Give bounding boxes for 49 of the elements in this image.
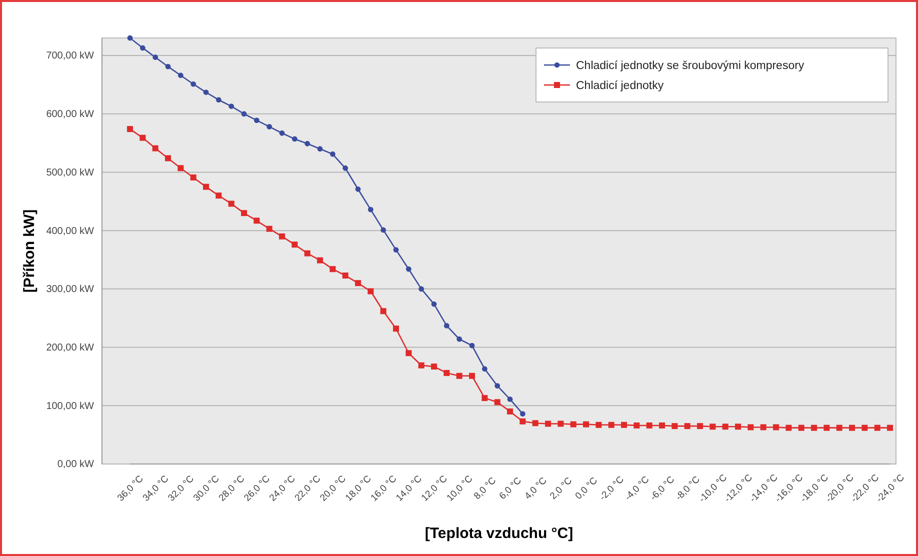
point — [406, 266, 412, 272]
point — [178, 72, 184, 78]
point — [203, 90, 209, 95]
point — [292, 136, 298, 142]
point — [482, 366, 488, 372]
y-axis-title: [Příkon kW] — [21, 209, 38, 293]
x-tick-label: 8,0 °C — [472, 475, 499, 502]
y-tick-label: 0,00 kW — [57, 459, 95, 470]
y-tick-label: 200,00 kW — [46, 342, 95, 354]
y-tick-label: 500,00 kW — [46, 167, 95, 178]
point — [469, 342, 475, 348]
y-tick-label: 400,00 kW — [46, 226, 95, 237]
y-tick-label: 700,00 kW — [46, 50, 95, 62]
point — [241, 111, 247, 117]
legend-label: Chladicí jednotky — [576, 80, 664, 92]
legend-label: Chladicí jednotky se šroubovými kompresory — [576, 60, 804, 72]
point — [304, 140, 310, 146]
x-tick-label: 4,0 °C — [522, 475, 550, 502]
point — [444, 322, 450, 328]
point — [279, 130, 285, 136]
x-axis-title: [Teplota vzduchu °C] — [424, 525, 574, 542]
point — [418, 286, 424, 292]
point — [368, 206, 374, 212]
point — [152, 54, 158, 60]
point — [165, 64, 171, 70]
y-tick-label: 300,00 kW — [46, 284, 95, 296]
point — [140, 45, 146, 51]
point — [494, 383, 500, 389]
point — [355, 186, 361, 192]
point — [431, 301, 437, 307]
point — [393, 247, 399, 253]
point — [266, 124, 272, 130]
point — [216, 97, 222, 103]
point — [228, 104, 234, 109]
point — [127, 35, 133, 41]
point — [380, 227, 386, 233]
point — [520, 411, 526, 417]
point — [342, 165, 348, 171]
x-tick-label: 6,0 °C — [497, 475, 524, 502]
point — [330, 151, 336, 157]
point — [254, 118, 260, 123]
x-tick-label: 0,0 °C — [573, 475, 600, 502]
y-tick-label: 600,00 kW — [46, 109, 95, 120]
point — [456, 336, 462, 342]
point — [507, 396, 513, 402]
point — [317, 146, 323, 152]
point — [190, 81, 196, 87]
x-tick-label: 2,0 °C — [548, 475, 575, 502]
y-tick-label: 100,00 kW — [46, 400, 95, 412]
